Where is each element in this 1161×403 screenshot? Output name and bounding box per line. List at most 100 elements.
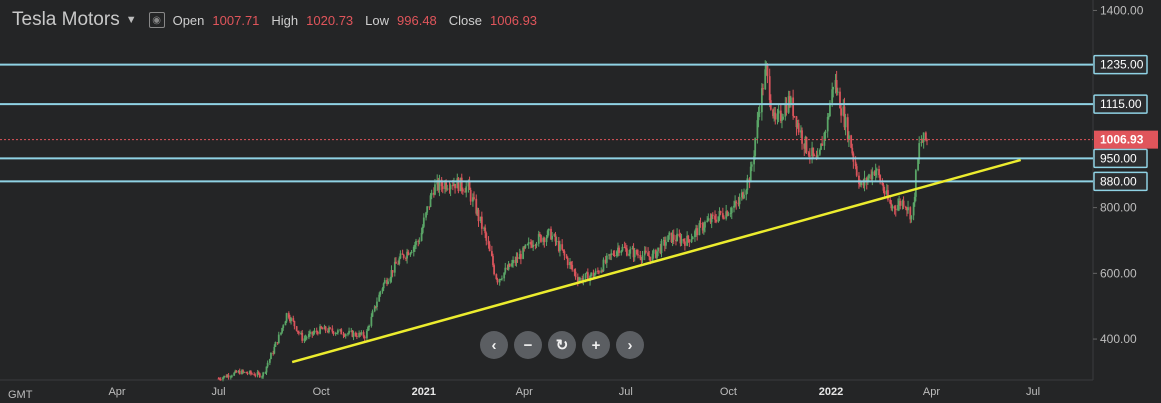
candle-body <box>912 202 915 216</box>
candle-body <box>608 254 610 256</box>
candle-body <box>507 263 510 270</box>
candle-body <box>545 237 548 243</box>
x-tick-label: Apr <box>108 386 126 398</box>
candle-body <box>764 69 767 90</box>
candle-body <box>233 372 236 376</box>
symbol-selector[interactable]: Tesla Motors ▼ <box>12 9 137 31</box>
candle-body <box>629 249 632 254</box>
candle-body <box>476 209 479 214</box>
candle-body <box>662 239 665 241</box>
candle-body <box>784 104 787 117</box>
candle-body <box>332 331 335 335</box>
candle-body <box>866 178 869 183</box>
candle-body <box>373 306 376 312</box>
candle-body <box>659 247 662 254</box>
level-label-box <box>1093 54 1148 75</box>
candle-body <box>734 201 737 206</box>
level-label: 880.00 <box>1100 174 1137 188</box>
last-price-label: 1006.93 <box>1100 133 1144 147</box>
candle-body <box>795 116 798 128</box>
candle-body <box>480 216 483 229</box>
candle-body <box>218 378 221 380</box>
candle-body <box>704 221 706 228</box>
candle-body <box>753 155 755 165</box>
high-label: High <box>271 12 299 28</box>
candle-body <box>304 337 307 339</box>
candle-body <box>826 116 829 132</box>
candle-body <box>875 169 878 171</box>
candle-body <box>643 250 646 256</box>
candle-body <box>295 326 298 331</box>
candle-body <box>225 375 228 378</box>
candle-body <box>621 246 624 251</box>
candle-body <box>913 196 916 203</box>
candle-body <box>699 223 702 225</box>
candle-body <box>285 313 288 322</box>
low-value: 996.48 <box>397 12 437 28</box>
candle-body <box>800 130 802 133</box>
caret-down-icon: ▼ <box>125 14 137 26</box>
candle-body <box>812 147 815 155</box>
candle-body <box>600 270 603 273</box>
y-tick-label: 600.00 <box>1100 266 1137 280</box>
candle-body <box>601 270 604 272</box>
candle-body <box>235 370 238 373</box>
candle-body <box>464 191 467 193</box>
candle-body <box>468 181 471 190</box>
candle-body <box>803 143 806 149</box>
candle-body <box>249 371 252 374</box>
candle-body <box>405 257 407 259</box>
candle-body <box>721 213 724 218</box>
candle-body <box>256 372 259 376</box>
candle-body <box>511 263 513 267</box>
candle-body <box>698 223 701 236</box>
candle-body <box>251 373 253 375</box>
candle-body <box>885 190 888 195</box>
candle-body <box>758 112 761 114</box>
candle-body <box>910 215 913 220</box>
candle-body <box>749 166 752 183</box>
candle-body <box>454 183 456 189</box>
candle-body <box>532 244 535 248</box>
candle-body <box>422 217 425 227</box>
candle-body <box>420 232 423 241</box>
candle-body <box>615 251 618 256</box>
candle-body <box>672 234 675 240</box>
candle-body <box>901 200 904 206</box>
candle-body <box>287 313 290 318</box>
candle-body <box>268 359 271 363</box>
candle-body <box>393 261 396 273</box>
candle-body <box>726 211 729 216</box>
candle-body <box>897 205 899 211</box>
candle-body <box>495 274 498 280</box>
candle-body <box>788 96 791 105</box>
candle-body <box>878 169 880 176</box>
low-label: Low <box>365 12 390 28</box>
candle-body <box>792 97 795 116</box>
chevron-right-icon[interactable]: › <box>616 331 644 359</box>
minus-icon[interactable]: − <box>514 331 542 359</box>
chevron-left-icon[interactable]: ‹ <box>480 331 508 359</box>
candle-body <box>429 195 432 207</box>
candle-body <box>573 269 576 272</box>
candle-body <box>576 277 579 282</box>
plus-icon[interactable]: + <box>582 331 610 359</box>
candle-body <box>914 170 917 197</box>
candle-body <box>624 247 627 249</box>
visibility-toggle-icon[interactable]: ◉ <box>148 12 165 28</box>
candle-body <box>756 120 759 139</box>
candle-body <box>571 264 574 270</box>
candle-body <box>412 246 415 252</box>
candle-body <box>738 197 741 205</box>
reset-icon[interactable]: ↻ <box>548 331 576 359</box>
candle-body <box>639 254 642 259</box>
candle-body <box>537 234 540 244</box>
candle-body <box>846 117 849 140</box>
candle-body <box>515 257 518 263</box>
candle-body <box>222 377 224 380</box>
candle-body <box>686 235 689 246</box>
candle-body <box>504 267 507 273</box>
candle-body <box>663 239 666 246</box>
candle-body <box>289 317 291 322</box>
